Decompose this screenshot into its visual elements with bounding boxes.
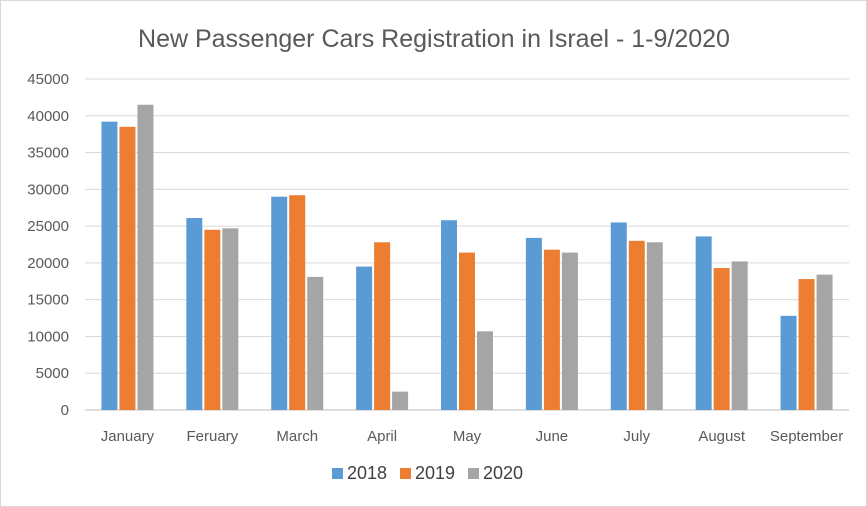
bar-2018-june xyxy=(525,237,542,410)
bar-2019-april xyxy=(374,242,391,410)
x-tick-label: March xyxy=(276,428,318,445)
y-tick-label: 35000 xyxy=(27,145,69,162)
bar-2019-september xyxy=(798,279,815,410)
bar-2019-june xyxy=(543,249,560,410)
legend: 2018 2019 2020 xyxy=(332,463,523,483)
legend-label-2020: 2020 xyxy=(483,463,523,483)
bar-2019-may xyxy=(459,252,475,410)
bars xyxy=(101,104,833,411)
legend-label-2019: 2019 xyxy=(415,463,455,483)
bar-2019-march xyxy=(289,195,306,410)
x-tick-label: June xyxy=(536,428,569,445)
y-tick-label: 10000 xyxy=(27,328,69,345)
bar-2019-feruary xyxy=(204,229,221,410)
bar-2018-july xyxy=(610,222,627,410)
bar-2020-march xyxy=(307,276,324,410)
bar-2018-march xyxy=(271,196,288,410)
bar-2020-january xyxy=(137,104,154,410)
x-tick-label: September xyxy=(770,428,843,445)
legend-label-2018: 2018 xyxy=(347,463,387,483)
y-tick-label: 5000 xyxy=(36,365,69,382)
bar-2020-may xyxy=(477,331,493,410)
y-tick-label: 0 xyxy=(61,402,69,419)
bar-2020-feruary xyxy=(222,228,239,410)
bar-2020-july xyxy=(646,242,663,410)
y-axis-ticks: 0 5000 10000 15000 20000 25000 30000 35000 40000… xyxy=(27,71,69,419)
bar-2020-august xyxy=(731,261,748,410)
bar-2018-september xyxy=(780,315,797,410)
legend-swatch-2020 xyxy=(468,468,479,479)
chart-title: New Passenger Cars Registration in Israe… xyxy=(138,25,730,53)
y-tick-label: 20000 xyxy=(27,255,69,272)
x-tick-label: April xyxy=(367,428,397,445)
bar-2020-june xyxy=(561,252,578,410)
y-tick-label: 30000 xyxy=(27,181,69,198)
bar-2018-january xyxy=(101,121,118,410)
y-tick-label: 40000 xyxy=(27,108,69,125)
bar-2019-january xyxy=(119,126,136,411)
legend-swatch-2019 xyxy=(400,468,411,479)
bar-2018-august xyxy=(695,236,712,410)
x-tick-label: January xyxy=(101,428,155,445)
bar-2018-april xyxy=(356,266,373,410)
y-tick-label: 25000 xyxy=(27,218,69,235)
legend-swatch-2018 xyxy=(332,468,343,479)
y-tick-label: 15000 xyxy=(27,292,69,309)
x-tick-label: August xyxy=(698,428,746,445)
x-tick-label: Feruary xyxy=(186,428,238,445)
x-tick-label: July xyxy=(623,428,650,445)
bar-2019-august xyxy=(713,268,730,410)
bar-2020-september xyxy=(816,274,833,410)
bar-2018-may xyxy=(441,220,457,410)
x-axis-ticks: January Feruary March April May June July Augus… xyxy=(101,428,843,445)
x-tick-label: May xyxy=(453,428,482,445)
y-tick-label: 45000 xyxy=(27,71,69,88)
bar-2019-july xyxy=(628,240,645,410)
bar-2020-april xyxy=(392,391,409,410)
bar-2018-feruary xyxy=(186,218,203,410)
